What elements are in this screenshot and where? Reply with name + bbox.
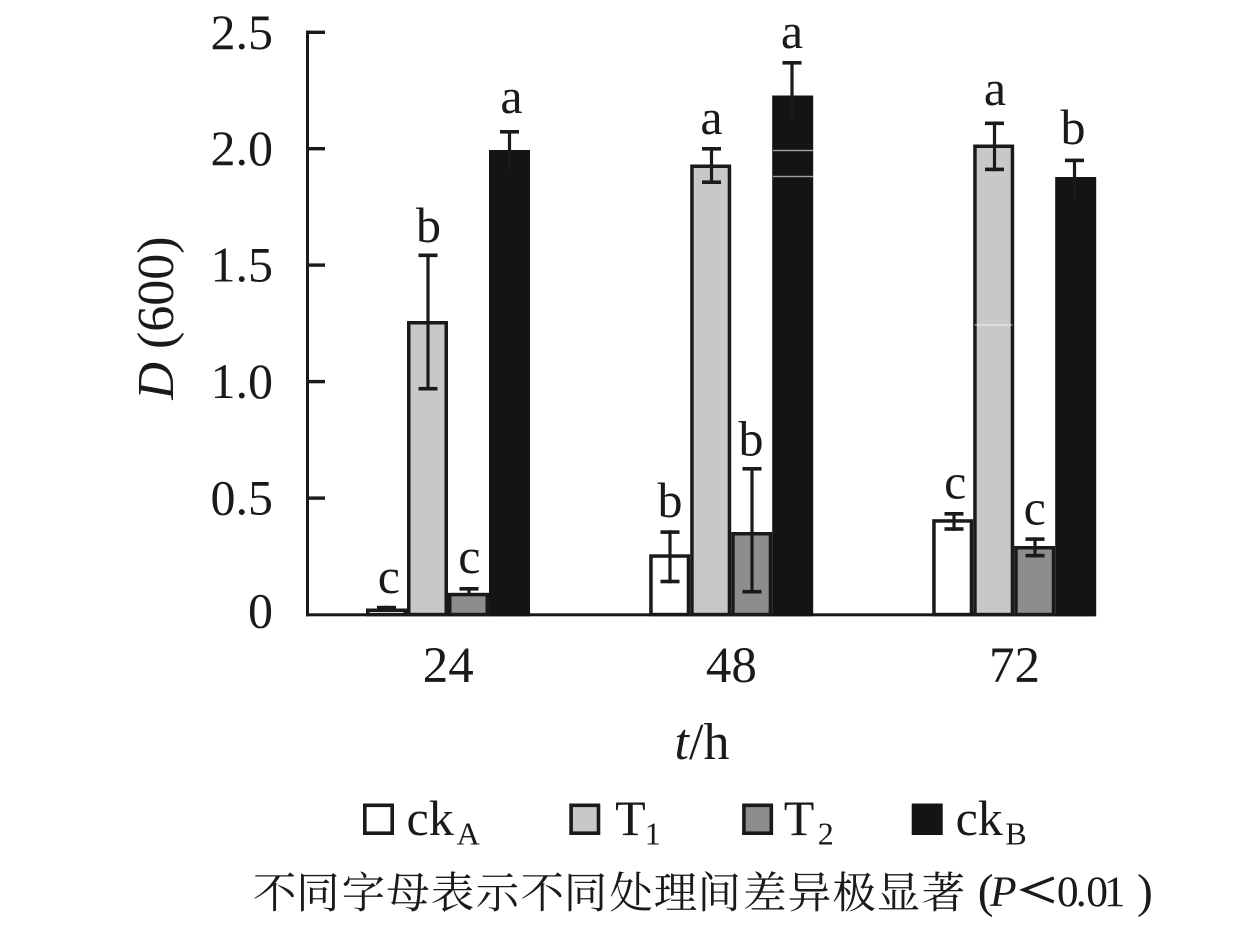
- svg-text:0: 0: [248, 583, 273, 639]
- svg-text:c: c: [1024, 479, 1046, 535]
- svg-text:P: P: [989, 868, 1017, 916]
- svg-text:D (600): D (600): [128, 236, 185, 400]
- svg-text:a: a: [500, 68, 522, 124]
- svg-text:a: a: [781, 3, 803, 59]
- svg-text:72: 72: [989, 638, 1040, 694]
- svg-text:b: b: [416, 197, 441, 253]
- svg-text:T: T: [615, 790, 646, 846]
- svg-text:B: B: [1005, 816, 1026, 852]
- svg-text:b: b: [1061, 99, 1086, 155]
- svg-text:b: b: [739, 410, 764, 466]
- svg-text:): ): [1137, 866, 1153, 918]
- svg-text:c: c: [944, 453, 966, 509]
- svg-text:t/h: t/h: [675, 714, 730, 771]
- svg-text:0: 0: [1086, 868, 1108, 916]
- svg-text:a: a: [700, 89, 722, 145]
- svg-text:A: A: [457, 816, 480, 852]
- svg-text:b: b: [658, 472, 683, 528]
- svg-text:c: c: [378, 548, 400, 604]
- svg-text:c: c: [458, 528, 480, 584]
- svg-text:0.5: 0.5: [211, 470, 274, 526]
- svg-text:0: 0: [1057, 868, 1079, 916]
- svg-text:1.5: 1.5: [211, 237, 274, 293]
- svg-text:1.0: 1.0: [211, 353, 274, 409]
- svg-text:(: (: [978, 866, 994, 918]
- svg-text:.: .: [1076, 868, 1087, 916]
- svg-text:1: 1: [1104, 868, 1126, 916]
- svg-text:2: 2: [818, 816, 834, 852]
- svg-text:48: 48: [706, 638, 757, 694]
- svg-text:a: a: [984, 60, 1006, 116]
- svg-text:T: T: [784, 790, 815, 846]
- svg-text:2.5: 2.5: [211, 4, 274, 60]
- svg-text:ck: ck: [956, 790, 1003, 846]
- svg-text:24: 24: [423, 638, 474, 694]
- svg-text:1: 1: [645, 816, 661, 852]
- svg-text:ck: ck: [407, 790, 454, 846]
- svg-text:2.0: 2.0: [211, 120, 274, 176]
